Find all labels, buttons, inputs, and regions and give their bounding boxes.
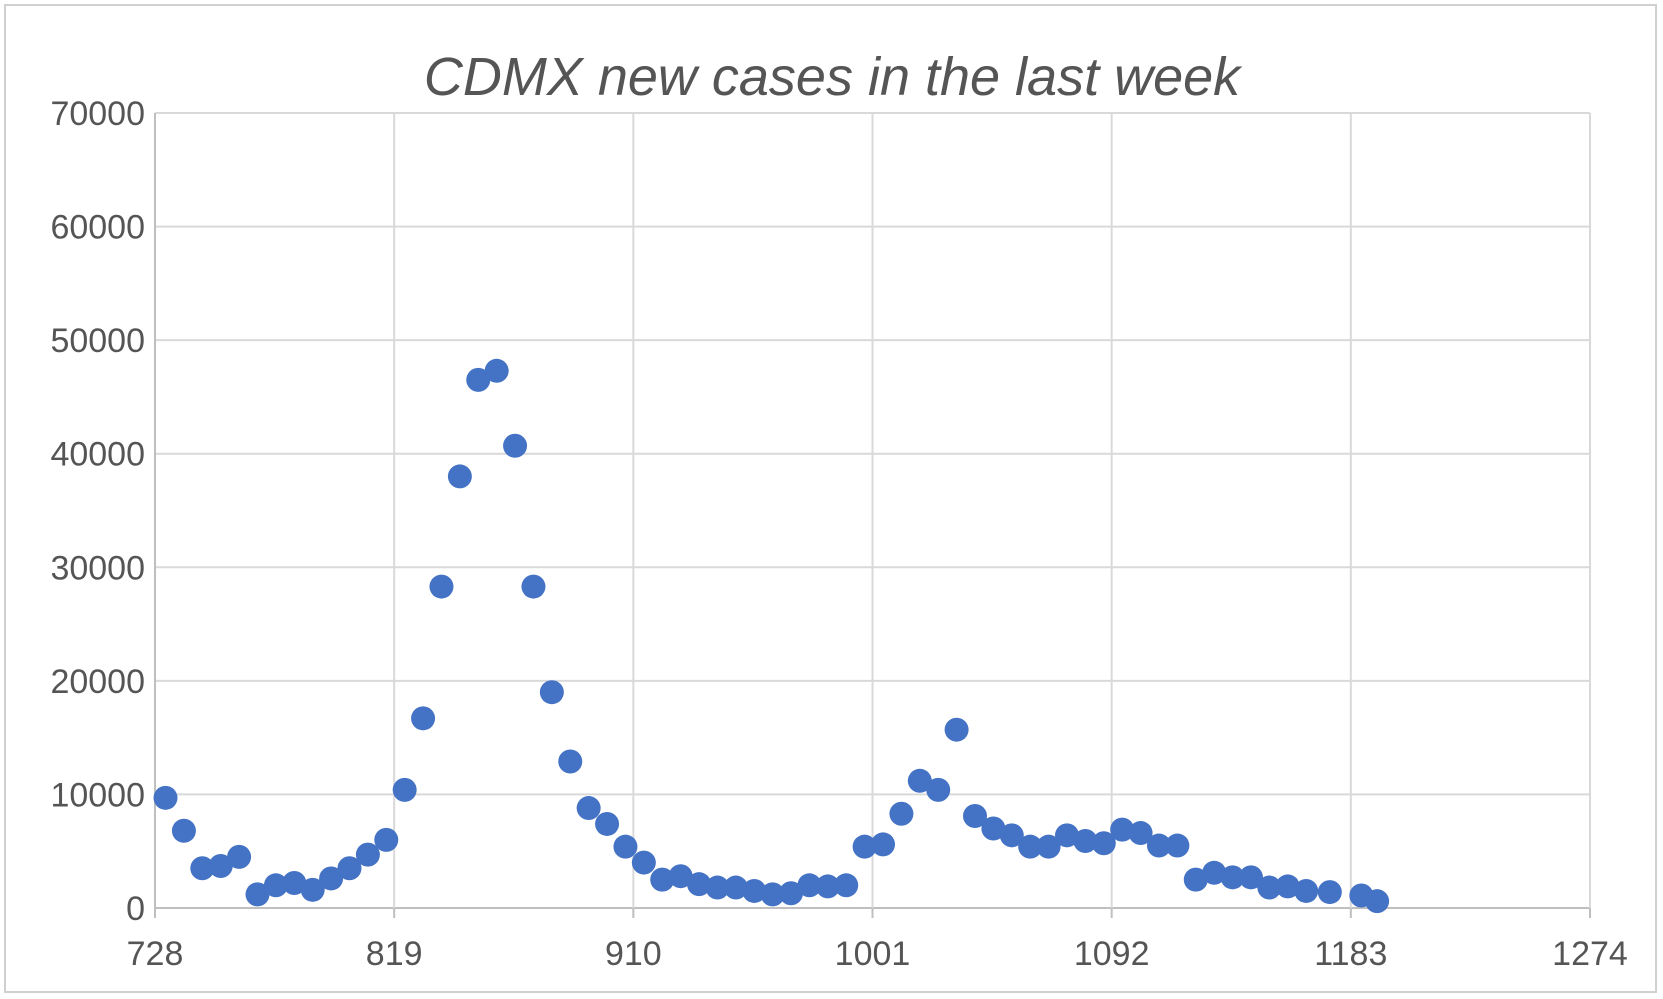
y-tick-label: 40000 [50, 436, 145, 474]
data-point [392, 777, 417, 802]
data-point [484, 358, 509, 383]
data-point [907, 768, 932, 793]
data-point [1365, 889, 1390, 914]
data-point [171, 818, 196, 843]
data-point [834, 873, 859, 898]
data-point [190, 856, 215, 881]
data-point [1202, 860, 1227, 885]
data-point [1275, 874, 1300, 899]
chart-title: CDMX new cases in the last week [424, 47, 1243, 107]
data-point [337, 856, 362, 881]
data-point [926, 777, 951, 802]
data-point [558, 749, 583, 774]
data-point [815, 874, 840, 899]
data-point [963, 804, 987, 829]
data-point [797, 873, 822, 898]
data-point [466, 367, 491, 392]
x-tick-label: 1001 [835, 935, 911, 973]
x-tick-label: 1274 [1552, 935, 1628, 973]
data-point [1294, 878, 1319, 903]
data-point [429, 574, 454, 599]
grid [154, 112, 1591, 918]
x-axis-ticks: 728 819 910 1001 1092 1183 1274 [127, 935, 1628, 973]
data-point [871, 832, 896, 857]
data-point [760, 882, 785, 907]
data-point [981, 816, 1006, 841]
data-point [411, 706, 436, 731]
x-tick-label: 1183 [1314, 935, 1387, 973]
x-tick-label: 1092 [1074, 935, 1150, 973]
data-point [595, 811, 620, 836]
data-point [889, 801, 914, 826]
data-point [576, 796, 601, 821]
data-point [1257, 875, 1282, 900]
data-point [668, 864, 693, 889]
data-point [944, 717, 969, 742]
data-point [723, 875, 748, 900]
x-tick-label: 910 [605, 935, 662, 973]
y-tick-label: 60000 [50, 209, 145, 247]
y-tick-label: 10000 [50, 776, 145, 814]
data-point [245, 882, 270, 907]
data-point [1073, 828, 1098, 853]
data-point [852, 834, 877, 859]
data-point [631, 850, 656, 875]
data-point [1183, 867, 1208, 892]
y-tick-label: 50000 [50, 322, 145, 360]
data-point [521, 574, 546, 599]
y-tick-label: 0 [126, 890, 145, 928]
data-point [1238, 865, 1263, 890]
x-tick-label: 728 [127, 935, 184, 973]
data-point [779, 881, 804, 906]
data-point [705, 875, 730, 900]
data-point [374, 827, 399, 852]
data-point [263, 873, 288, 898]
data-point [503, 433, 528, 458]
data-point [999, 823, 1024, 848]
data-point [539, 680, 564, 705]
data-point [1146, 833, 1171, 858]
data-point [208, 853, 233, 878]
data-point [1018, 834, 1043, 859]
data-point [613, 834, 638, 859]
data-point [1317, 880, 1342, 905]
x-tick-label: 819 [366, 935, 423, 973]
data-point [153, 785, 178, 810]
data-point [1091, 831, 1116, 856]
data-point [650, 867, 675, 892]
y-axis-ticks: 0 10000 20000 30000 40000 50000 60000 70000 [50, 95, 145, 928]
data-point [1220, 865, 1245, 890]
data-point [319, 866, 344, 891]
data-point [687, 872, 712, 897]
y-tick-label: 70000 [50, 95, 145, 133]
data-point [1036, 834, 1061, 859]
y-tick-label: 30000 [50, 549, 145, 587]
data-point [300, 877, 325, 902]
data-points [153, 358, 1390, 914]
chart-frame [4, 4, 1657, 993]
data-point [742, 878, 767, 903]
data-point [355, 842, 380, 867]
data-point [1054, 823, 1079, 848]
data-point [1128, 821, 1153, 846]
y-tick-label: 20000 [50, 663, 145, 701]
data-point [227, 844, 252, 869]
data-point [1110, 817, 1135, 842]
data-point [282, 871, 307, 896]
data-point [1165, 833, 1190, 858]
data-point [447, 464, 472, 489]
